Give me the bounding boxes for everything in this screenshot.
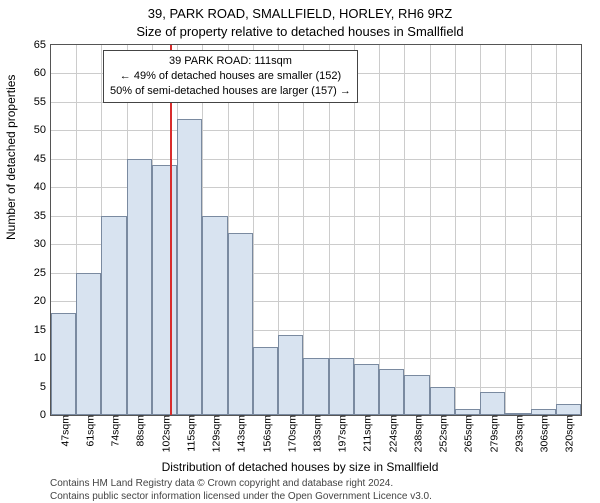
gridline-v (404, 45, 405, 415)
histogram-bar (278, 335, 303, 415)
y-axis-label: Number of detached properties (4, 75, 18, 240)
y-tick-label: 60 (34, 67, 51, 79)
histogram-bar (404, 375, 429, 415)
annotation-box: 39 PARK ROAD: 111sqm ← 49% of detached h… (103, 50, 358, 103)
y-tick-label: 30 (34, 238, 51, 250)
x-tick-label: 238sqm (409, 415, 424, 452)
histogram-bar (152, 165, 177, 415)
y-tick-label: 15 (34, 324, 51, 336)
histogram-bar (303, 358, 328, 415)
y-tick-label: 35 (34, 210, 51, 222)
y-tick-label: 55 (34, 96, 51, 108)
x-tick-label: 102sqm (157, 415, 172, 452)
x-tick-label: 197sqm (334, 415, 349, 452)
x-tick-label: 47sqm (56, 415, 71, 447)
gridline-v (379, 45, 380, 415)
chart-container: 39, PARK ROAD, SMALLFIELD, HORLEY, RH6 9… (0, 0, 600, 500)
gridline-v (480, 45, 481, 415)
y-tick-label: 10 (34, 352, 51, 364)
histogram-bar (202, 216, 227, 415)
histogram-bar (480, 392, 505, 415)
histogram-bar (177, 119, 202, 415)
chart-title-line2: Size of property relative to detached ho… (0, 24, 600, 39)
x-tick-label: 74sqm (107, 415, 122, 447)
x-tick-label: 320sqm (561, 415, 576, 452)
gridline-v (531, 45, 532, 415)
y-tick-label: 20 (34, 295, 51, 307)
x-tick-label: 265sqm (460, 415, 475, 452)
footer-line1: Contains HM Land Registry data © Crown c… (50, 477, 432, 490)
x-tick-label: 224sqm (384, 415, 399, 452)
histogram-bar (101, 216, 126, 415)
x-tick-label: 306sqm (536, 415, 551, 452)
x-tick-label: 129sqm (208, 415, 223, 452)
histogram-bar (76, 273, 101, 415)
annotation-line3: 50% of semi-detached houses are larger (… (110, 84, 351, 99)
y-tick-label: 0 (40, 409, 51, 421)
plot-area: 0510152025303540455055606547sqm61sqm74sq… (50, 44, 582, 416)
x-tick-label: 156sqm (258, 415, 273, 452)
gridline-h (51, 130, 581, 131)
chart-title-line1: 39, PARK ROAD, SMALLFIELD, HORLEY, RH6 9… (0, 6, 600, 21)
histogram-bar (228, 233, 253, 415)
y-tick-label: 50 (34, 124, 51, 136)
x-tick-label: 170sqm (283, 415, 298, 452)
histogram-bar (379, 369, 404, 415)
y-tick-label: 25 (34, 267, 51, 279)
x-tick-label: 279sqm (485, 415, 500, 452)
y-tick-label: 5 (40, 381, 51, 393)
annotation-line2: ← 49% of detached houses are smaller (15… (110, 69, 351, 84)
x-tick-label: 115sqm (182, 415, 197, 452)
histogram-bar (556, 404, 581, 415)
x-tick-label: 143sqm (233, 415, 248, 452)
histogram-bar (127, 159, 152, 415)
gridline-v (455, 45, 456, 415)
footer-attribution: Contains HM Land Registry data © Crown c… (50, 477, 432, 503)
y-tick-label: 65 (34, 39, 51, 51)
x-tick-label: 293sqm (510, 415, 525, 452)
x-tick-label: 252sqm (435, 415, 450, 452)
histogram-bar (329, 358, 354, 415)
gridline-v (556, 45, 557, 415)
histogram-bar (354, 364, 379, 415)
footer-line2: Contains public sector information licen… (50, 490, 432, 503)
histogram-bar (430, 387, 455, 415)
x-axis-label: Distribution of detached houses by size … (0, 460, 600, 474)
histogram-bar (253, 347, 278, 415)
annotation-line1: 39 PARK ROAD: 111sqm (110, 54, 351, 69)
histogram-bar (51, 313, 76, 415)
gridline-v (505, 45, 506, 415)
x-tick-label: 88sqm (132, 415, 147, 447)
x-tick-label: 61sqm (81, 415, 96, 447)
y-tick-label: 45 (34, 153, 51, 165)
x-tick-label: 211sqm (359, 415, 374, 452)
y-tick-label: 40 (34, 181, 51, 193)
x-tick-label: 183sqm (309, 415, 324, 452)
gridline-v (430, 45, 431, 415)
